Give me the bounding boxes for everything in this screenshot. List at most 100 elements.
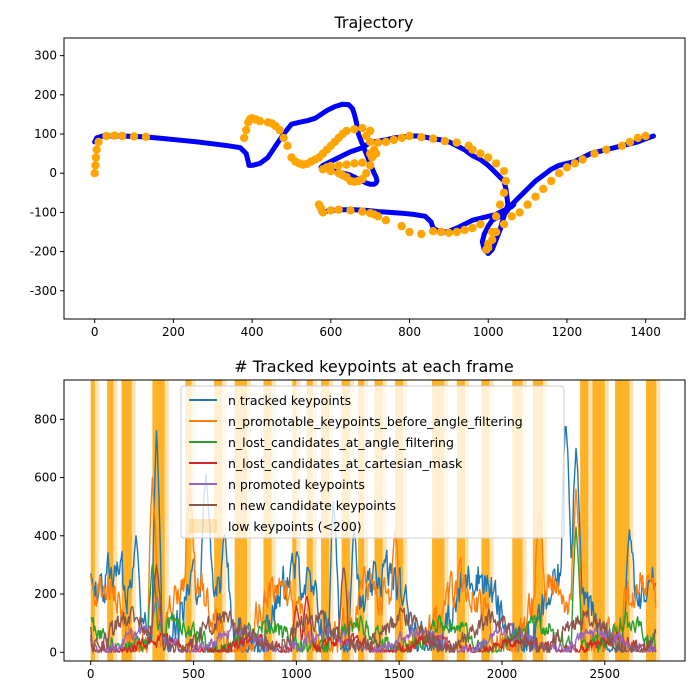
trajectory-highlight-point [91,161,100,170]
trajectory-highlight-point [350,125,359,134]
keypoints-chart: # Tracked keypoints at each frame 0 500 10… [34,357,686,681]
trajectory-highlight-point [523,200,532,209]
trajectory-highlight-point [389,135,398,145]
trajectory-x-tick-label: 1000 [473,325,504,339]
trajectory-highlight-point [366,137,375,147]
trajectory-highlight-point [428,227,438,236]
trajectory-x-tick-label: 600 [319,325,342,339]
trajectory-highlight-point [242,125,251,135]
keypoints-x-tick-label: 2500 [590,667,621,681]
trajectory-highlight-point [275,125,284,135]
trajectory-title: Trajectory [334,13,414,32]
trajectory-highlight-point [484,243,493,252]
trajectory-y-tick-label: 0 [49,166,57,180]
trajectory-highlight-point [279,133,288,143]
legend-swatch [189,519,217,533]
trajectory-x-tick-label: 1200 [552,325,583,339]
trajectory-highlight-point [452,227,461,237]
legend-entry-label: n tracked keypoints [228,393,351,408]
trajectory-highlight-point [92,145,101,154]
trajectory-highlight-point [358,123,367,133]
trajectory-highlight-point [452,138,461,147]
trajectory-highlight-point [342,126,351,136]
trajectory-highlight-point [484,153,493,162]
keypoints-y-tick-label: 800 [34,412,57,426]
keypoints-x-tick-label: 1500 [384,667,415,681]
trajectory-highlight-point [641,131,650,141]
trajectory-highlight-point [381,216,391,225]
low-keypoint-region [580,380,589,661]
trajectory-highlight-point [346,206,355,215]
keypoint-series-line [90,425,657,653]
trajectory-highlight-point [488,235,497,244]
trajectory-highlight-point [428,134,438,143]
trajectory-highlight-point [554,169,564,178]
keypoints-y-tick-label: 200 [34,587,57,601]
trajectory-highlight-point [436,227,446,237]
trajectory-highlight-point [468,145,477,154]
keypoint-series-layer [90,425,657,653]
trajectory-highlight-point [476,149,485,158]
trajectory-highlight-point [499,188,509,197]
trajectory-highlight-point [499,167,509,176]
trajectory-highlight-point [507,212,516,221]
trajectory-highlight-point [94,137,103,147]
trajectory-highlight-point [110,131,119,140]
trajectory-highlight-point [326,162,335,171]
trajectory-highlight-point [570,159,579,168]
trajectory-highlight-point [417,229,426,239]
trajectory-highlight-point [373,138,383,147]
keypoints-x-tick-label: 1000 [281,667,312,681]
trajectory-highlight-point [547,176,556,186]
trajectory-highlight-point [499,220,509,229]
trajectory-highlight-point [373,212,383,221]
trajectory-highlight-point [358,158,367,167]
keypoints-y-tick-label: 0 [49,645,57,659]
keypoints-legend: n tracked keypoints n_promotable_keypoint… [180,385,565,539]
low-keypoint-region [592,380,605,661]
trajectory-highlight-point [468,223,477,233]
keypoint-series-line [90,564,657,653]
trajectory-highlight-point [255,116,265,126]
trajectory-y-tick-label: 200 [34,88,57,102]
low-keypoint-region [121,380,132,661]
trajectory-highlight-point [141,132,151,141]
legend-entry-label: n promoted keypoints [228,477,365,492]
trajectory-highlight-point [590,149,599,158]
keypoints-title: # Tracked keypoints at each frame [234,357,513,376]
trajectory-highlight-point [90,169,99,178]
trajectory-highlight-point [578,155,587,164]
trajectory-x-tick-label: 0 [91,325,99,339]
trajectory-highlight-point [602,145,611,154]
trajectory-highlight-point [491,159,501,168]
trajectory-highlight-point [495,200,505,209]
trajectory-highlight-point [240,133,249,143]
keypoint-series-line [90,476,657,653]
legend-entry-label: n_promotable_keypoints_before_angle_filt… [228,414,523,429]
legend-box [180,385,565,539]
trajectory-highlight-point [633,133,642,143]
trajectory-y-tick-label: 300 [34,49,57,63]
trajectory-y-tick-label: -100 [30,205,57,219]
trajectory-plot-area [63,37,686,320]
keypoints-x-tick-label: 2000 [487,667,518,681]
keypoints-x-tick-label: 500 [182,667,205,681]
trajectory-highlight-point [476,220,485,229]
legend-entry-label: n new candidate keypoints [228,498,396,513]
trajectory-y-tick-label: -300 [30,284,57,298]
keypoints-y-tick-label: 600 [34,471,57,485]
trajectory-highlight-point [342,160,351,169]
trajectory-highlight-point [102,131,111,141]
trajectory-highlight-point [515,208,524,217]
trajectory-highlight-point [539,184,548,194]
trajectory-highlight-point [417,133,426,142]
trajectory-highlight-point [444,228,454,237]
trajectory-highlight-point [366,161,375,170]
trajectory-highlight-point [91,153,101,162]
legend-entry-label: n_lost_candidates_at_angle_filtering [228,435,454,450]
trajectory-y-axis: 300 200 100 0 -100 -200 -300 [30,49,64,298]
trajectory-highlight-point [362,131,371,141]
low-keypoint-region [645,380,657,661]
trajectory-y-tick-label: -200 [30,245,57,259]
